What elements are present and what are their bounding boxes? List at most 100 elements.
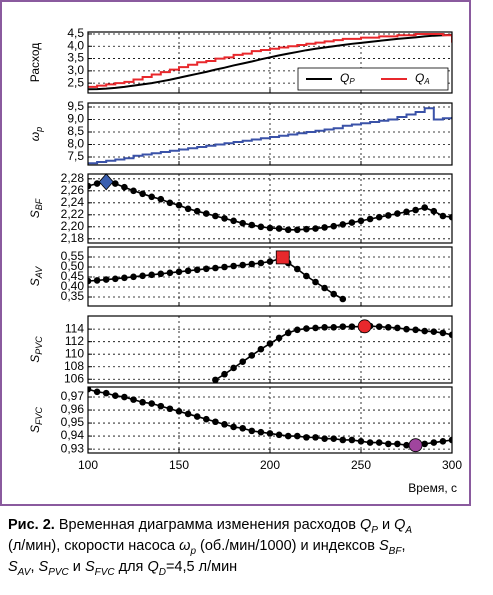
x-tick-label: 250 [351, 458, 371, 472]
data-point [312, 324, 319, 332]
data-point [139, 272, 146, 280]
data-point [321, 435, 328, 442]
data-point [294, 326, 301, 334]
caption: Рис. 2. Временная диаграмма изменения ра… [8, 517, 412, 578]
data-point [230, 262, 237, 270]
data-point [157, 270, 165, 278]
y-tick-label: 2,5 [67, 75, 84, 89]
data-point [166, 199, 174, 207]
panel: 2,182,202,222,242,262,28 SBF [28, 171, 453, 245]
caption-text: (л/мин), скорости насоса [8, 538, 179, 554]
y-tick-label: 108 [64, 359, 84, 373]
data-point [394, 440, 401, 448]
data-point [330, 290, 338, 298]
plot-border [87, 315, 453, 384]
y-label-sub: BF [34, 198, 44, 210]
data-point [430, 207, 438, 215]
data-point [357, 217, 365, 225]
panel: 0,350,400,450,500,55 SAV [28, 246, 453, 307]
data-point [294, 265, 301, 273]
caption-text: AV [17, 567, 32, 578]
data-point [212, 418, 219, 426]
data-point [175, 268, 183, 276]
data-point [239, 424, 246, 432]
data-point [248, 221, 256, 229]
y-tick-label: 9,0 [67, 112, 84, 126]
data-point [230, 423, 237, 431]
data-point [275, 334, 283, 342]
y-axis-label: SBF [28, 198, 44, 218]
data-point [230, 364, 237, 372]
highlight-marker [408, 438, 423, 453]
y-tick-label: 0,55 [61, 249, 85, 263]
data-point [312, 225, 319, 232]
y-tick-label: 2,26 [61, 183, 85, 197]
data-point [348, 219, 356, 226]
data-point [412, 206, 419, 214]
data-point [166, 405, 174, 413]
data-point [248, 427, 256, 435]
plot-area [88, 32, 452, 91]
data-point [212, 264, 219, 272]
legend-sub: P [349, 77, 355, 86]
y-label-sub: PVC [34, 336, 44, 355]
y-tick-label: 8,0 [67, 137, 84, 151]
plot-border [87, 173, 453, 244]
data-point [184, 267, 192, 275]
data-point [430, 439, 438, 446]
data-point [88, 387, 92, 393]
y-tick-label: 0,94 [61, 428, 85, 442]
data-point [303, 225, 310, 233]
data-point [102, 276, 110, 283]
y-tick-label: 2,22 [61, 207, 85, 221]
plot-area [88, 387, 452, 449]
y-tick-label: 0,35 [61, 289, 85, 303]
caption-text: , [30, 559, 38, 575]
data-point [88, 182, 92, 190]
caption-text: S [8, 559, 18, 575]
legend-label: QA [415, 71, 430, 86]
data-point [284, 432, 292, 440]
caption-text: S [85, 559, 95, 575]
data-point [339, 221, 347, 228]
y-tick-label: 0,45 [61, 269, 85, 283]
data-point [239, 219, 246, 227]
caption-text: (об./мин/1000) и индексов [196, 538, 379, 554]
y-tick-label: 2,28 [61, 171, 85, 185]
data-point [375, 323, 383, 330]
x-tick-label: 150 [169, 458, 189, 472]
plot-border [87, 386, 453, 454]
caption-text: и [69, 559, 85, 575]
data-point [130, 187, 137, 195]
data-point [303, 325, 310, 332]
y-tick-label: 0,40 [61, 279, 85, 293]
data-point [157, 195, 165, 203]
data-point [439, 437, 447, 445]
data-point [339, 323, 347, 330]
data-point [439, 212, 447, 220]
caption-text: Временная диаграмма изменения расходов [55, 517, 360, 533]
data-point [266, 340, 274, 347]
y-axis-label: SPVC [28, 336, 44, 363]
data-point [421, 327, 429, 335]
data-point [321, 323, 328, 331]
data-point [312, 434, 319, 441]
legend-sub: A [423, 77, 429, 86]
y-axis-label: ωp [28, 127, 44, 141]
caption-text: Q [360, 517, 371, 533]
data-point [130, 273, 137, 281]
y-tick-label: 3,0 [67, 63, 84, 77]
y-tick-label: 0,95 [61, 415, 85, 429]
data-point [448, 213, 452, 221]
data-point [184, 410, 192, 418]
data-point [112, 392, 119, 400]
data-point [112, 275, 119, 283]
data-point [394, 324, 401, 332]
data-point [257, 345, 265, 353]
legend-name: Q [415, 71, 424, 85]
data-point [403, 325, 410, 333]
